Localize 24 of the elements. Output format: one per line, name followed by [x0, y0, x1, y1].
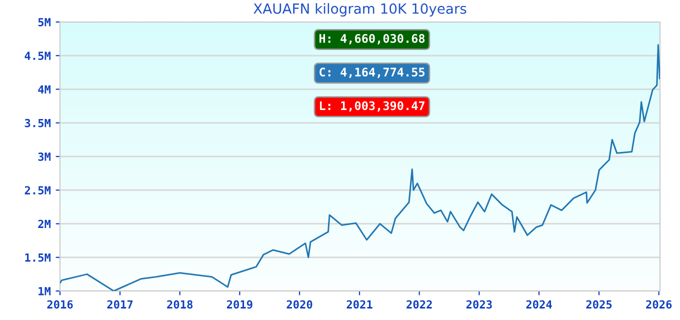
y-tick-label: 4.5M [24, 52, 51, 60]
y-tick-label: 3M [38, 152, 51, 161]
y-tick-label: 2M [38, 220, 51, 228]
x-tick-label: 2019 [226, 300, 252, 309]
annotation: L: 1,003,390.47 [320, 101, 424, 112]
y-tick-label: 3.5M [24, 118, 51, 128]
annotation: C: 4,164,774.55 [320, 68, 425, 78]
annotation: H: 4,660,030.68 [319, 34, 425, 44]
x-tick-label: 2016 [47, 300, 73, 309]
x-tick-label: 2021 [346, 300, 372, 309]
y-tick-label: 1.5M [25, 253, 51, 262]
x-tick-label: 2023 [466, 300, 492, 309]
y-tick-label: 4M [38, 85, 51, 94]
chart-title: XAUAFN kilogram 10K 10years [254, 3, 466, 17]
x-tick-label: 2017 [107, 300, 133, 309]
y-tick-label: 5M [38, 18, 51, 26]
y-tick-label: 1M [38, 287, 51, 296]
x-tick-label: 2020 [286, 300, 312, 309]
x-tick-label: 2022 [406, 300, 432, 309]
x-tick-label: 2026 [646, 300, 672, 309]
x-tick-label: 2018 [167, 300, 193, 309]
x-tick-label: 2025 [586, 300, 612, 309]
x-tick-label: 2024 [526, 300, 552, 309]
y-tick-label: 2.5M [24, 186, 51, 195]
